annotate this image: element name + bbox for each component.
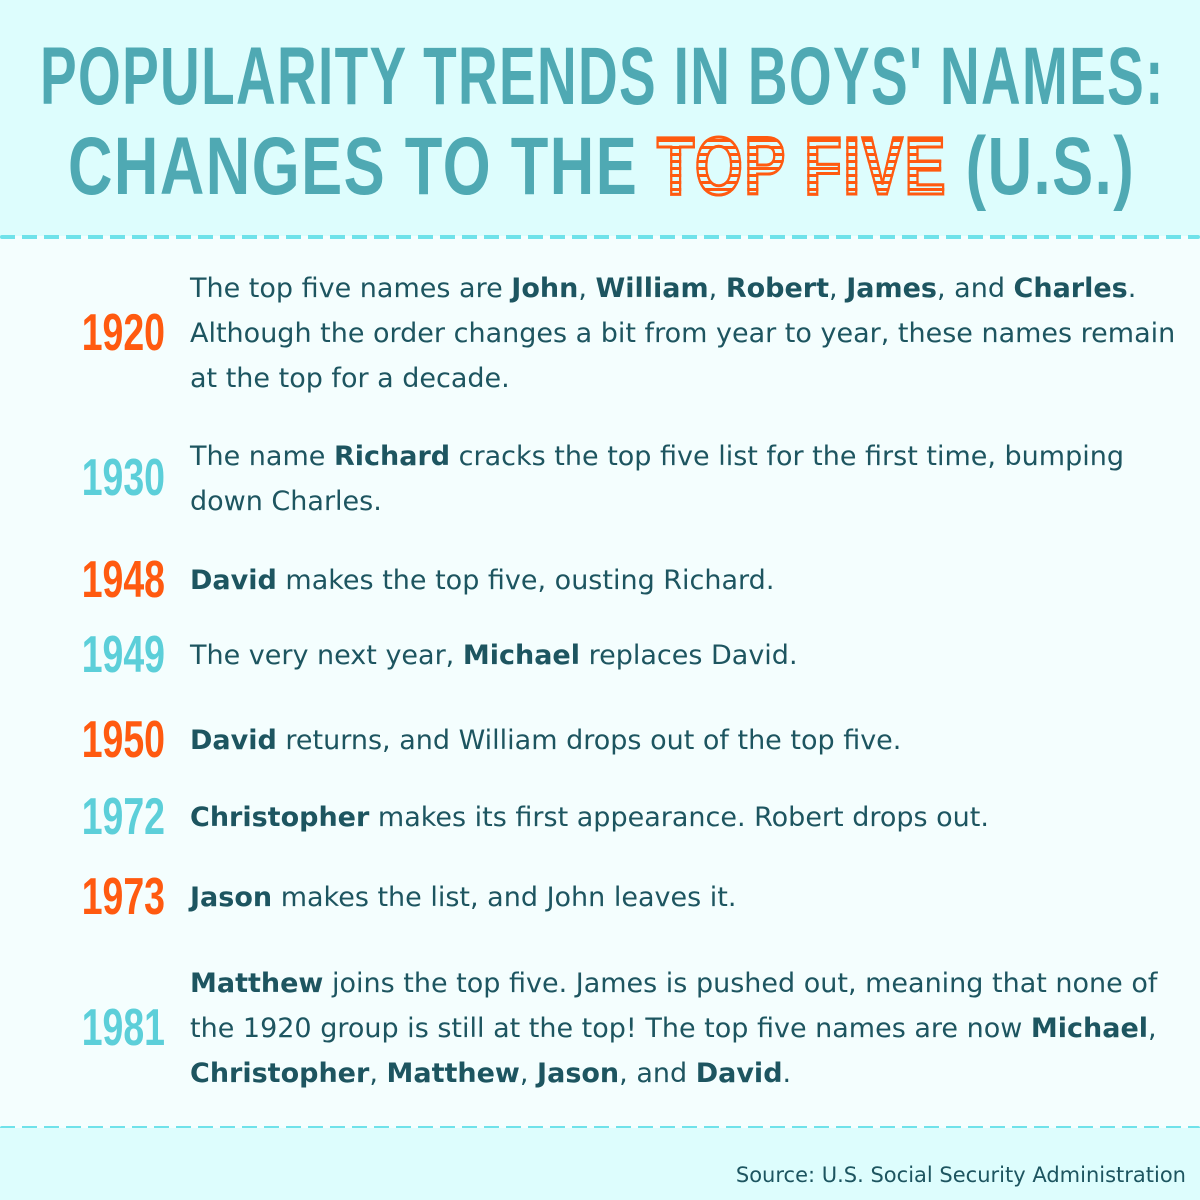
footer (0, 1128, 1200, 1200)
highlighted-name: Christopher (190, 1058, 370, 1089)
entry-description: The very next year, Michael replaces Dav… (190, 633, 1180, 678)
text-segment: joins the top five. James is pushed out,… (190, 968, 1158, 1044)
title-prefix: CHANGES TO THE (68, 121, 657, 212)
entry-description: David returns, and William drops out of … (190, 718, 1180, 763)
source-note: Source: U.S. Social Security Administrat… (735, 1163, 1186, 1187)
entry-description: Matthew joins the top five. James is pus… (190, 961, 1180, 1096)
highlighted-name: Christopher (190, 802, 370, 833)
text-segment: The top five names are (190, 273, 512, 304)
entry-year: 1950 (81, 711, 165, 769)
text-segment: The very next year, (190, 640, 463, 671)
text-segment: , (519, 1058, 538, 1089)
highlighted-name: Michael (462, 640, 580, 671)
entry-year: 1973 (81, 868, 165, 926)
entry-description: The top five names are John, William, Ro… (190, 266, 1180, 401)
title-highlight: TOP FIVE (656, 121, 947, 212)
top-divider (0, 235, 1200, 239)
highlighted-name: James (846, 273, 937, 304)
entry-description: The name Richard cracks the top five lis… (190, 434, 1180, 524)
entry-year: 1949 (81, 626, 165, 684)
entry-description: David makes the top five, ousting Richar… (190, 558, 1180, 603)
entry-year: 1972 (81, 788, 165, 846)
text-segment: , (578, 273, 596, 304)
text-segment: . (782, 1058, 792, 1089)
title-line-1: POPULARITY TRENDS IN BOYS' NAMES: (40, 31, 1165, 122)
entry-description: Christopher makes its first appearance. … (190, 795, 1180, 840)
text-segment: , (829, 273, 847, 304)
entry-year: 1948 (81, 551, 165, 609)
highlighted-name: Jason (537, 1058, 620, 1089)
text-segment: , (1148, 1013, 1157, 1044)
highlighted-name: David (190, 565, 277, 596)
highlighted-name: Richard (333, 441, 451, 472)
highlighted-name: Charles (1013, 273, 1128, 304)
text-segment: , and (937, 273, 1014, 304)
highlighted-name: David (190, 725, 277, 756)
header: POPULARITY TRENDS IN BOYS' NAMES: CHANGE… (0, 0, 1200, 236)
text-segment: . Although the order changes a bit from … (190, 273, 1176, 394)
entry-description: Jason makes the list, and John leaves it… (190, 875, 1180, 920)
highlighted-name: David (695, 1058, 783, 1089)
text-segment: makes the list, and John leaves it. (272, 882, 737, 913)
highlighted-name: Matthew (190, 968, 324, 999)
entry-year: 1930 (81, 449, 165, 507)
entry-year: 1981 (81, 999, 165, 1057)
title-line-2: CHANGES TO THE TOP FIVE (U.S.) (68, 124, 1135, 209)
text-segment: , (369, 1058, 387, 1089)
text-segment: replaces David. (580, 640, 798, 671)
text-segment: returns, and William drops out of the to… (276, 725, 902, 756)
highlighted-name: Jason (190, 882, 273, 913)
text-segment: , (708, 273, 726, 304)
text-segment: makes its first appearance. Robert drops… (369, 802, 989, 833)
entry-year: 1920 (81, 304, 165, 362)
highlighted-name: John (511, 273, 579, 304)
text-segment: , and (619, 1058, 696, 1089)
highlighted-name: Michael (1030, 1013, 1149, 1044)
text-segment: The name (190, 441, 334, 472)
title-suffix: (U.S.) (946, 121, 1136, 212)
highlighted-name: Robert (725, 273, 830, 304)
text-segment: cracks the top five list for the first t… (190, 441, 1124, 517)
highlighted-name: Matthew (386, 1058, 520, 1089)
highlighted-name: William (595, 273, 709, 304)
text-segment: makes the top five, ousting Richard. (276, 565, 775, 596)
